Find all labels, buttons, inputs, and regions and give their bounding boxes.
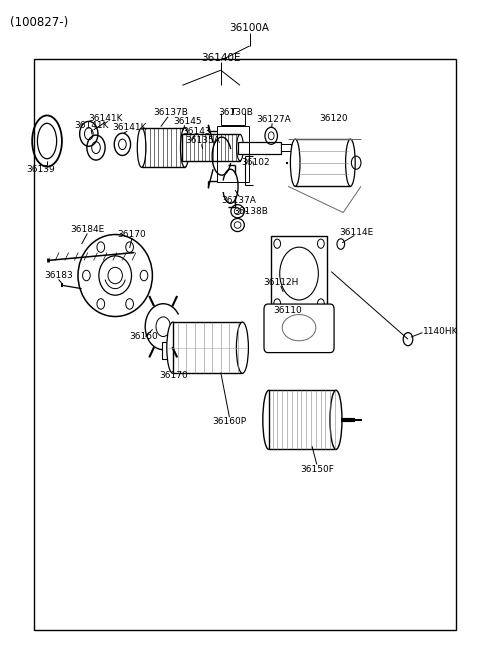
Ellipse shape	[236, 322, 249, 373]
Text: 36160: 36160	[130, 332, 158, 341]
Text: 36160P: 36160P	[212, 417, 247, 426]
Bar	[269, 390, 336, 449]
Text: 36145: 36145	[173, 117, 202, 126]
Text: 36150F: 36150F	[300, 464, 334, 474]
Text: 36141K: 36141K	[74, 121, 108, 131]
Text: 36183: 36183	[44, 271, 73, 280]
Ellipse shape	[167, 322, 179, 373]
Text: 36184E: 36184E	[70, 225, 105, 234]
Text: 36139: 36139	[26, 165, 55, 174]
FancyBboxPatch shape	[264, 304, 334, 353]
Text: 36141K: 36141K	[112, 123, 147, 133]
Bar	[142, 128, 185, 167]
Text: 36138B: 36138B	[233, 207, 268, 216]
Ellipse shape	[330, 390, 342, 449]
Text: 36114E: 36114E	[339, 228, 373, 237]
Bar	[238, 142, 281, 154]
Bar	[182, 134, 240, 161]
Text: 1140HK: 1140HK	[423, 327, 459, 336]
Text: 36102: 36102	[241, 158, 270, 167]
Ellipse shape	[137, 128, 146, 167]
Ellipse shape	[180, 128, 189, 167]
Text: (100827-): (100827-)	[10, 16, 68, 30]
Text: 36170: 36170	[159, 371, 188, 380]
Bar	[173, 322, 242, 373]
Ellipse shape	[346, 139, 355, 186]
Ellipse shape	[263, 390, 275, 449]
Text: 36130B: 36130B	[219, 108, 253, 117]
Ellipse shape	[290, 139, 300, 186]
Bar	[272, 236, 326, 312]
Text: 36140E: 36140E	[201, 52, 240, 63]
Text: 36137B: 36137B	[153, 108, 188, 117]
Text: 36127A: 36127A	[256, 115, 291, 124]
Text: 36135A: 36135A	[185, 136, 220, 145]
Text: 36120: 36120	[319, 113, 348, 123]
Text: 36100A: 36100A	[229, 23, 270, 33]
Ellipse shape	[78, 235, 152, 317]
Text: 36137A: 36137A	[222, 195, 256, 205]
Bar	[295, 139, 350, 186]
Bar	[162, 342, 177, 359]
Bar	[34, 59, 456, 630]
Bar	[281, 144, 291, 151]
Text: 36112H: 36112H	[263, 277, 299, 287]
Text: 36143: 36143	[182, 127, 211, 136]
Text: 36170: 36170	[118, 230, 146, 239]
Ellipse shape	[237, 134, 243, 161]
Text: 36141K: 36141K	[88, 113, 123, 123]
Text: 36110: 36110	[274, 306, 302, 315]
